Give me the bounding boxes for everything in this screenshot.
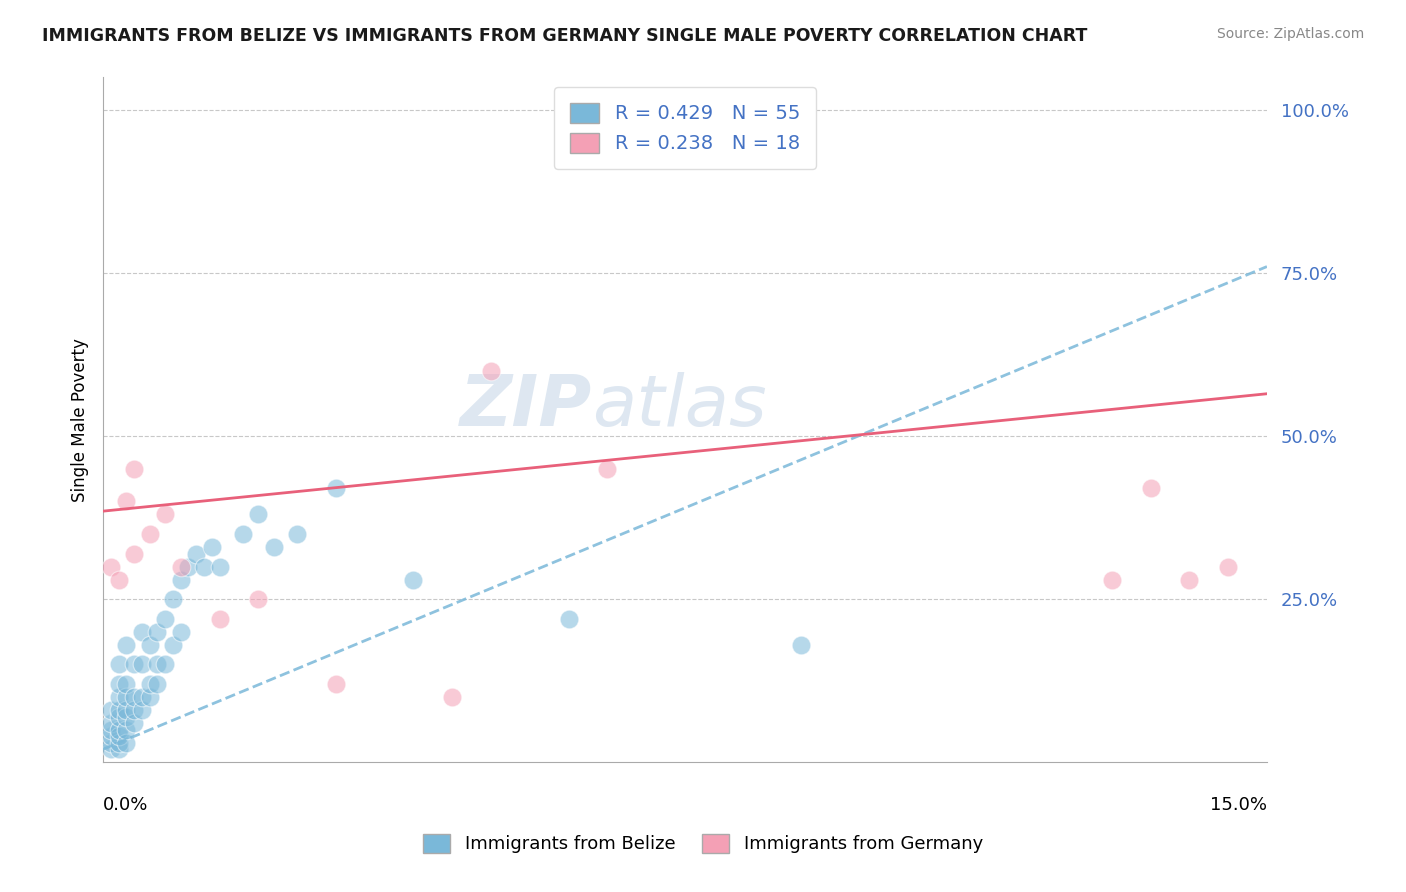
Point <box>107 709 129 723</box>
Text: IMMIGRANTS FROM BELIZE VS IMMIGRANTS FROM GERMANY SINGLE MALE POVERTY CORRELATIO: IMMIGRANTS FROM BELIZE VS IMMIGRANTS FRO… <box>42 27 1088 45</box>
Point <box>153 657 176 672</box>
Point <box>100 729 122 743</box>
Point <box>1216 559 1239 574</box>
Point <box>193 559 215 574</box>
Legend: R = 0.429   N = 55, R = 0.238   N = 18: R = 0.429 N = 55, R = 0.238 N = 18 <box>554 87 815 169</box>
Point <box>153 612 176 626</box>
Point <box>122 547 145 561</box>
Text: 15.0%: 15.0% <box>1211 797 1267 814</box>
Point <box>115 736 138 750</box>
Point <box>1178 573 1201 587</box>
Point <box>177 559 200 574</box>
Point <box>285 527 308 541</box>
Point <box>115 638 138 652</box>
Point <box>122 461 145 475</box>
Point <box>100 736 122 750</box>
Point <box>107 742 129 756</box>
Point <box>162 592 184 607</box>
Point <box>247 508 270 522</box>
Y-axis label: Single Male Poverty: Single Male Poverty <box>72 338 89 502</box>
Point <box>170 624 193 639</box>
Point <box>201 540 224 554</box>
Point <box>790 638 813 652</box>
Point <box>107 723 129 737</box>
Point <box>1101 573 1123 587</box>
Point <box>122 690 145 704</box>
Point <box>115 690 138 704</box>
Point <box>107 729 129 743</box>
Point <box>107 677 129 691</box>
Point <box>596 461 619 475</box>
Point <box>100 716 122 731</box>
Point <box>146 677 169 691</box>
Point <box>479 364 502 378</box>
Point <box>138 527 160 541</box>
Text: atlas: atlas <box>592 372 766 441</box>
Point <box>186 547 208 561</box>
Point <box>138 690 160 704</box>
Point <box>170 559 193 574</box>
Point <box>115 677 138 691</box>
Point <box>1139 481 1161 495</box>
Text: ZIP: ZIP <box>460 372 592 441</box>
Point <box>107 690 129 704</box>
Text: 0.0%: 0.0% <box>103 797 149 814</box>
Point <box>131 657 153 672</box>
Point <box>107 657 129 672</box>
Point <box>115 703 138 717</box>
Text: Source: ZipAtlas.com: Source: ZipAtlas.com <box>1216 27 1364 41</box>
Point <box>107 573 129 587</box>
Point <box>115 494 138 508</box>
Point <box>131 624 153 639</box>
Legend: Immigrants from Belize, Immigrants from Germany: Immigrants from Belize, Immigrants from … <box>416 827 990 861</box>
Point <box>247 592 270 607</box>
Point <box>325 677 347 691</box>
Point <box>138 677 160 691</box>
Point <box>208 559 231 574</box>
Point <box>232 527 254 541</box>
Point <box>441 690 464 704</box>
Point <box>122 716 145 731</box>
Point <box>100 742 122 756</box>
Point <box>162 638 184 652</box>
Point <box>325 481 347 495</box>
Point <box>557 612 579 626</box>
Point <box>100 559 122 574</box>
Point <box>122 657 145 672</box>
Point <box>138 638 160 652</box>
Point <box>107 703 129 717</box>
Point <box>131 690 153 704</box>
Point <box>107 736 129 750</box>
Point <box>115 723 138 737</box>
Point <box>170 573 193 587</box>
Point <box>100 723 122 737</box>
Point <box>146 624 169 639</box>
Point <box>208 612 231 626</box>
Point <box>131 703 153 717</box>
Point <box>153 508 176 522</box>
Point <box>122 703 145 717</box>
Point <box>115 709 138 723</box>
Point <box>402 573 425 587</box>
Point <box>100 703 122 717</box>
Point <box>146 657 169 672</box>
Point <box>263 540 285 554</box>
